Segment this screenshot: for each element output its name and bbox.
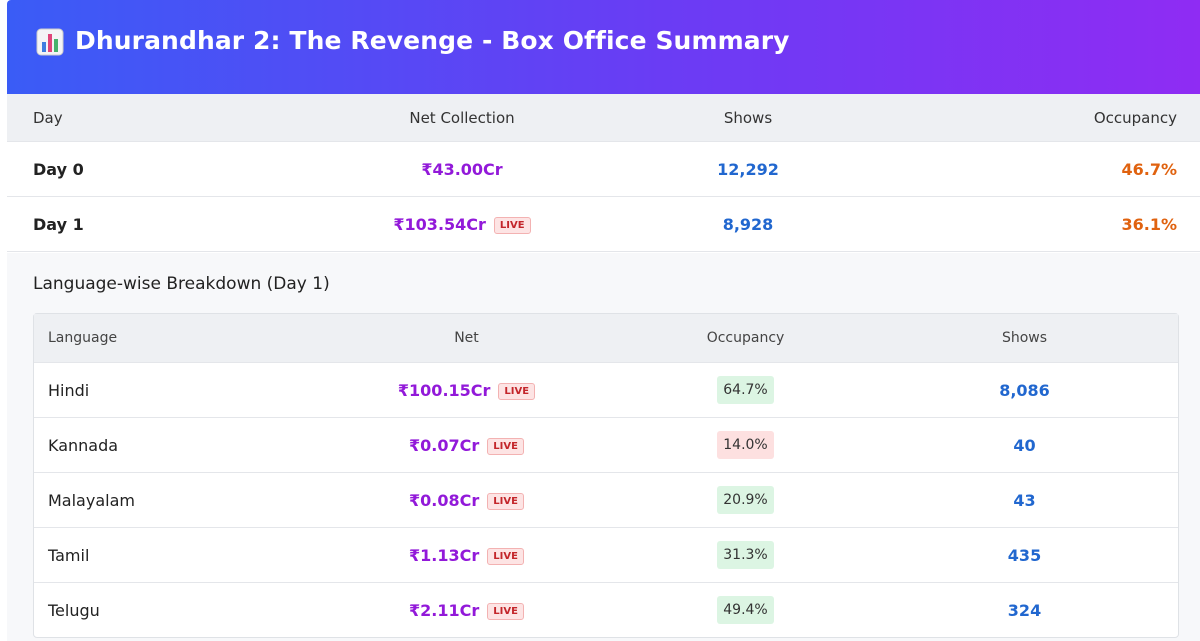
shows: 12,292	[717, 159, 779, 179]
breakdown-section: Language-wise Breakdown (Day 1) Language…	[7, 253, 1200, 641]
shows: 435	[1007, 545, 1042, 565]
column-header: Day	[33, 108, 63, 127]
breakdown-title: Language-wise Breakdown (Day 1)	[33, 274, 330, 294]
occupancy: 64.7%	[717, 376, 774, 404]
net-collection: ₹2.11Cr	[409, 600, 480, 620]
occupancy: 49.4%	[717, 596, 774, 624]
net-collection: ₹43.00Cr	[421, 159, 503, 179]
title: Dhurandhar 2: The Revenge - Box Office S…	[75, 26, 790, 55]
occupancy-cell: 64.7%	[606, 376, 885, 404]
occupancy: 46.7%	[1121, 159, 1177, 179]
column-header: Shows	[1001, 330, 1048, 346]
day: Day 1	[33, 214, 84, 234]
net-collection: ₹0.07Cr	[409, 435, 480, 455]
net-cell: ₹1.13Cr LIVE	[327, 546, 606, 565]
language: Tamil	[48, 545, 90, 565]
live-badge: LIVE	[487, 602, 524, 620]
net-cell: ₹103.54Cr LIVE	[319, 215, 605, 234]
language-row: Tamil ₹1.13Cr LIVE 31.3% 435	[34, 528, 1178, 583]
day: Day 0	[33, 159, 84, 179]
net-collection: ₹1.13Cr	[409, 545, 480, 565]
column-header: Occupancy	[1093, 108, 1177, 127]
summary-row: Day 1 ₹103.54Cr LIVE 8,928 36.1%	[7, 197, 1200, 252]
language-row: Malayalam ₹0.08Cr LIVE 20.9% 43	[34, 473, 1178, 528]
summary-row: Day 0 ₹43.00Cr 12,292 46.7%	[7, 142, 1200, 197]
header: Dhurandhar 2: The Revenge - Box Office S…	[7, 0, 1200, 94]
shows: 40	[1013, 435, 1036, 455]
language: Kannada	[48, 435, 119, 455]
chart-icon	[36, 28, 64, 56]
net-cell: ₹0.07Cr LIVE	[327, 436, 606, 455]
net-cell: ₹0.08Cr LIVE	[327, 491, 606, 510]
language: Malayalam	[48, 490, 135, 510]
live-badge: LIVE	[487, 437, 524, 455]
language-row: Telugu ₹2.11Cr LIVE 49.4% 324	[34, 583, 1178, 637]
summary-table: Day Net Collection Shows Occupancy Day 0 ₹43.…	[7, 94, 1200, 252]
column-header: Net Collection	[409, 108, 515, 127]
language: Hindi	[48, 380, 90, 400]
column-header: Shows	[723, 108, 773, 127]
language-row: Hindi ₹100.15Cr LIVE 64.7% 8,086	[34, 363, 1178, 418]
occupancy-cell: 49.4%	[606, 596, 885, 624]
column-header: Language	[48, 330, 118, 346]
net-cell: ₹43.00Cr	[319, 160, 605, 179]
shows: 8,928	[722, 214, 774, 234]
occupancy: 14.0%	[717, 431, 774, 459]
net-collection: ₹100.15Cr	[397, 380, 491, 400]
column-header: Net	[454, 330, 479, 346]
header-row: Day Net Collection Shows Occupancy	[7, 94, 1200, 142]
shows: 324	[1007, 600, 1042, 620]
header-row: Language Net Occupancy Shows	[34, 314, 1178, 363]
breakdown-table: Language Net Occupancy Shows Hindi ₹100.15Cr L…	[33, 313, 1179, 638]
live-badge: LIVE	[487, 547, 524, 565]
shows: 8,086	[999, 380, 1050, 400]
net-collection: ₹0.08Cr	[409, 490, 480, 510]
net-collection: ₹103.54Cr	[393, 214, 486, 234]
live-badge: LIVE	[498, 382, 536, 400]
shows: 43	[1013, 490, 1036, 510]
occupancy: 31.3%	[717, 541, 774, 569]
live-badge: LIVE	[493, 216, 531, 234]
occupancy-cell: 31.3%	[606, 541, 885, 569]
column-header: Occupancy	[706, 330, 785, 346]
net-cell: ₹100.15Cr LIVE	[327, 381, 606, 400]
live-badge: LIVE	[487, 492, 524, 510]
language-row: Kannada ₹0.07Cr LIVE 14.0% 40	[34, 418, 1178, 473]
language: Telugu	[48, 600, 100, 620]
net-cell: ₹2.11Cr LIVE	[327, 601, 606, 620]
occupancy-cell: 14.0%	[606, 431, 885, 459]
occupancy: 20.9%	[717, 486, 774, 514]
occupancy-cell: 20.9%	[606, 486, 885, 514]
occupancy: 36.1%	[1121, 214, 1177, 234]
